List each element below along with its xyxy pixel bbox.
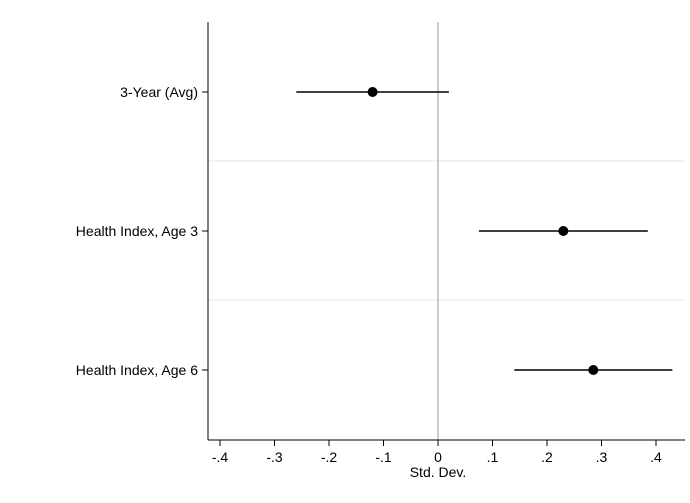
x-axis-ticks: -.4 -.3 -.2 -.1 0 .1 .2 .3 .4 [212,440,662,465]
point-estimate-2 [588,365,599,375]
point-estimate-0 [367,87,378,97]
x-tick-label-5: .1 [487,449,499,465]
category-label-2: Health Index, Age 6 [76,362,198,378]
row-separators [208,160,685,301]
data-marks [296,87,673,375]
x-tick-label-1: -.3 [266,449,283,465]
x-tick-label-3: -.1 [375,449,392,465]
category-label-0: 3-Year (Avg) [120,84,198,100]
x-tick-label-2: -.2 [321,449,338,465]
x-tick-label-7: .3 [596,449,608,465]
point-estimate-1 [558,226,569,236]
x-tick-label-0: -.4 [212,449,229,465]
x-tick-label-6: .2 [541,449,553,465]
category-label-1: Health Index, Age 3 [76,223,198,239]
category-labels: 3-Year (Avg) Health Index, Age 3 Health In… [76,84,208,378]
x-tick-label-8: .4 [650,449,662,465]
x-tick-label-4: 0 [434,449,442,465]
x-axis-title: Std. Dev. [410,464,467,480]
